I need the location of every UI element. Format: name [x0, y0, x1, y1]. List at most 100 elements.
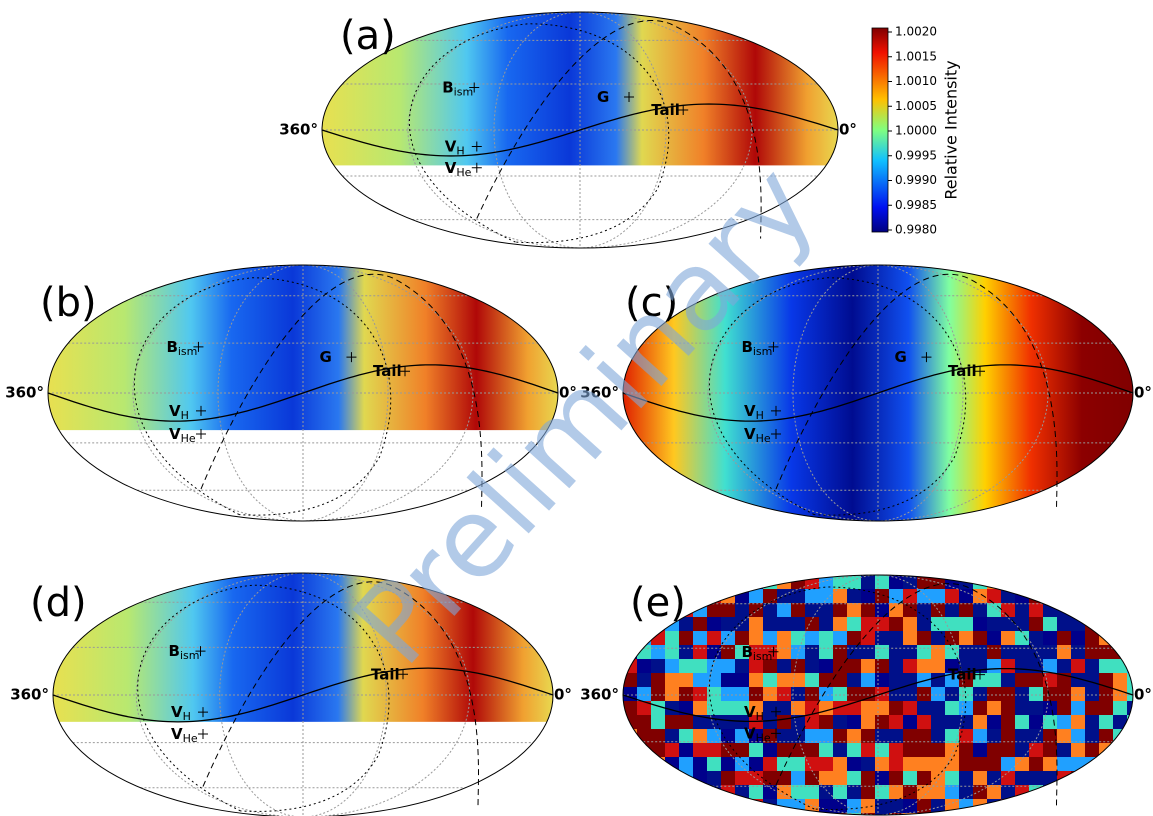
map-cell — [679, 631, 694, 646]
map-cell — [819, 617, 834, 632]
map-cell — [1099, 771, 1114, 786]
map-cell — [875, 701, 890, 716]
map-cell — [861, 603, 876, 618]
map-cell — [637, 785, 652, 800]
map-cell — [1071, 659, 1086, 674]
map-cell — [1001, 743, 1016, 758]
marker-text: B — [442, 78, 453, 96]
map-cell — [623, 631, 638, 646]
map-cell — [931, 575, 946, 590]
map-cell — [917, 785, 932, 800]
map-cell — [791, 603, 806, 618]
marker-text: Tail — [371, 665, 400, 683]
map-cell — [1127, 659, 1142, 674]
marker-label: VHe — [171, 725, 198, 746]
colorbar-tick-label: 0.9990 — [895, 173, 937, 187]
map-cell — [847, 785, 862, 800]
map-cell — [987, 631, 1002, 646]
marker-label: Tail — [948, 665, 977, 683]
map-cell — [721, 603, 736, 618]
map-cell — [945, 715, 960, 730]
map-cell — [1001, 589, 1016, 604]
map-cell — [651, 645, 666, 660]
map-cell — [1015, 799, 1030, 814]
map-cell — [623, 701, 638, 716]
map-cell — [735, 743, 750, 758]
map-cell — [805, 659, 820, 674]
map-cell — [931, 743, 946, 758]
map-cell — [847, 673, 862, 688]
map-cell — [1099, 799, 1114, 814]
map-cell — [749, 687, 764, 702]
colorbar-tick-label: 1.0010 — [895, 74, 937, 88]
map-cell — [819, 715, 834, 730]
map-cell — [805, 673, 820, 688]
map-cell — [693, 673, 708, 688]
map-cell — [1057, 771, 1072, 786]
map-cell — [1127, 617, 1142, 632]
map-cell — [931, 701, 946, 716]
map-cell — [847, 757, 862, 772]
map-cell — [959, 785, 974, 800]
map-cell — [721, 771, 736, 786]
map-cell — [735, 799, 750, 814]
map-cell — [721, 715, 736, 730]
map-cell — [1071, 715, 1086, 730]
map-cell — [973, 617, 988, 632]
map-cell — [1057, 701, 1072, 716]
map-cell — [875, 575, 890, 590]
map-cell — [1099, 659, 1114, 674]
map-cell — [875, 785, 890, 800]
map-cell — [1057, 617, 1072, 632]
map-cell — [1015, 617, 1030, 632]
map-cell — [833, 785, 848, 800]
map-cell — [833, 687, 848, 702]
map-cell — [1029, 687, 1044, 702]
sky-map: BismTailVHVHe — [623, 575, 1142, 816]
map-cell — [763, 701, 778, 716]
colorbar-tick-label: 1.0000 — [895, 124, 937, 138]
map-cell — [1127, 729, 1142, 744]
map-cell — [931, 757, 946, 772]
panel-label: (d) — [30, 580, 87, 626]
map-cell — [1057, 631, 1072, 646]
map-cell — [945, 687, 960, 702]
map-cell — [693, 687, 708, 702]
map-cell — [1043, 743, 1058, 758]
map-cell — [1001, 757, 1016, 772]
map-cell — [931, 631, 946, 646]
map-cell — [1071, 603, 1086, 618]
map-cell — [1113, 757, 1128, 772]
map-cell — [875, 799, 890, 814]
map-cell — [1071, 743, 1086, 758]
marker-sub: H — [756, 409, 764, 422]
map-cell — [707, 575, 722, 590]
map-cell — [973, 785, 988, 800]
map-cell — [861, 673, 876, 688]
map-cell — [917, 631, 932, 646]
map-cell — [847, 603, 862, 618]
map-cell — [889, 785, 904, 800]
map-cell — [707, 771, 722, 786]
map-cell — [861, 785, 876, 800]
map-cell — [1001, 785, 1016, 800]
map-cell — [987, 659, 1002, 674]
map-cell — [651, 757, 666, 772]
map-cell — [1113, 589, 1128, 604]
map-cell — [1015, 715, 1030, 730]
map-cell — [917, 799, 932, 814]
map-cell — [987, 757, 1002, 772]
map-cell — [777, 715, 792, 730]
map-cell — [959, 631, 974, 646]
marker-sub: He — [183, 732, 198, 745]
map-cell — [875, 743, 890, 758]
map-cell — [819, 589, 834, 604]
map-cell — [1043, 757, 1058, 772]
map-cell — [1029, 799, 1044, 814]
map-cell — [1127, 785, 1142, 800]
map-cell — [931, 771, 946, 786]
map-cell — [1057, 743, 1072, 758]
map-cell — [861, 659, 876, 674]
colorbar-label: Relative Intensity — [942, 60, 961, 199]
edge-label: 0° — [1134, 384, 1152, 402]
